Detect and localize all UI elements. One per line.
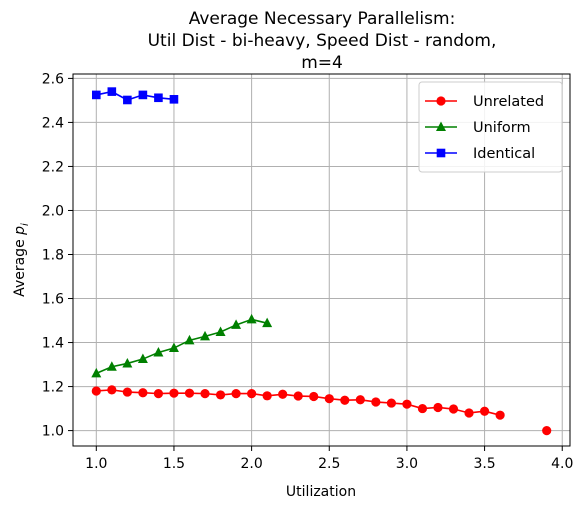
- x-axis-label: Utilization: [286, 484, 356, 500]
- chart-title-line-1: Average Necessary Parallelism:: [189, 9, 456, 29]
- x-tick-label: 3.0: [396, 456, 418, 472]
- data-point-unrelated: [340, 395, 350, 405]
- data-point-unrelated: [417, 403, 428, 414]
- series-uniform: [91, 313, 273, 378]
- data-point-unrelated: [215, 390, 226, 400]
- data-point-identical: [107, 87, 117, 96]
- legend-box: [418, 81, 563, 173]
- plot-series: [91, 87, 552, 436]
- data-point-unrelated: [464, 408, 474, 418]
- data-point-uniform: [91, 367, 102, 378]
- chart-title-line-3: m=4: [301, 53, 343, 73]
- data-point-unrelated: [138, 388, 148, 398]
- data-point-unrelated: [433, 402, 443, 413]
- data-point-identical: [123, 95, 132, 105]
- data-point-uniform: [184, 334, 195, 345]
- legend-label-uniform: Uniform: [473, 120, 531, 136]
- x-tick-label: 1.5: [163, 456, 185, 472]
- x-tick-label: 1.0: [85, 456, 107, 472]
- x-tick-label: 2.5: [318, 456, 340, 472]
- data-point-unrelated: [448, 404, 459, 414]
- data-point-uniform: [106, 361, 117, 371]
- y-tick-label: 2.4: [42, 115, 64, 131]
- series-line-uniform: [95, 318, 268, 375]
- y-tick-label: 1.0: [42, 424, 64, 440]
- data-point-uniform: [200, 330, 211, 341]
- data-point-unrelated: [542, 425, 552, 436]
- y-axis: 1.0 1.2 1.4 1.6 1.8 2.0 2.2 2.4 2.6: [42, 71, 73, 440]
- data-point-unrelated: [231, 389, 241, 399]
- legend-marker-unrelated: [436, 96, 446, 106]
- data-point-unrelated: [107, 385, 117, 395]
- chart-title: Average Necessary Parallelism: Util Dist…: [148, 9, 497, 73]
- data-point-uniform: [168, 342, 179, 353]
- data-point-identical: [154, 93, 163, 103]
- data-point-unrelated: [184, 388, 195, 398]
- series-identical: [91, 87, 179, 105]
- data-point-unrelated: [293, 391, 303, 401]
- data-point-unrelated: [91, 386, 101, 396]
- x-tick-label: 2.0: [240, 456, 262, 472]
- legend-label-identical: Identical: [473, 146, 535, 162]
- data-point-uniform: [215, 326, 226, 336]
- legend: Unrelated Uniform Identical: [418, 81, 563, 173]
- data-point-identical: [138, 90, 148, 100]
- y-tick-label: 1.4: [42, 336, 64, 352]
- data-point-unrelated: [309, 391, 319, 402]
- data-point-unrelated: [371, 397, 381, 407]
- plot-area: [72, 73, 571, 447]
- data-point-unrelated: [169, 388, 179, 398]
- data-point-uniform: [246, 313, 257, 324]
- series-unrelated: [91, 385, 552, 436]
- data-point-unrelated: [247, 389, 257, 399]
- legend-label-unrelated: Unrelated: [473, 94, 544, 110]
- x-tick-label: 3.5: [473, 456, 495, 472]
- legend-marker-identical: [436, 148, 446, 158]
- y-tick-label: 2.2: [42, 159, 64, 175]
- data-point-unrelated: [479, 406, 490, 416]
- data-point-unrelated: [153, 389, 164, 399]
- data-point-unrelated: [355, 395, 365, 405]
- data-point-uniform: [137, 353, 148, 364]
- chart-title-line-2: Util Dist - bi-heavy, Speed Dist - rando…: [148, 31, 497, 51]
- y-tick-label: 1.8: [42, 247, 64, 263]
- data-point-unrelated: [122, 387, 132, 397]
- data-point-unrelated: [495, 410, 505, 420]
- data-point-identical: [91, 90, 101, 100]
- y-axis-label: Average pi: [12, 223, 31, 297]
- x-axis: 1.0 1.5 2.0 2.5 3.0 3.5 4.0: [85, 446, 573, 472]
- data-point-uniform: [262, 317, 273, 328]
- data-point-unrelated: [278, 389, 288, 399]
- y-tick-label: 2.6: [42, 71, 64, 87]
- y-tick-label: 1.6: [42, 292, 64, 308]
- data-point-unrelated: [324, 394, 334, 404]
- data-point-unrelated: [386, 398, 396, 408]
- x-tick-label: 4.0: [551, 456, 573, 472]
- data-point-identical: [169, 95, 179, 104]
- legend-marker-uniform: [436, 121, 446, 131]
- data-point-uniform: [122, 357, 133, 368]
- data-point-unrelated: [200, 389, 210, 399]
- data-point-unrelated: [262, 391, 272, 401]
- data-point-uniform: [153, 346, 164, 357]
- data-point-unrelated: [402, 399, 412, 409]
- y-tick-label: 2.0: [42, 203, 64, 219]
- data-point-uniform: [231, 319, 242, 329]
- y-tick-label: 1.2: [42, 380, 64, 396]
